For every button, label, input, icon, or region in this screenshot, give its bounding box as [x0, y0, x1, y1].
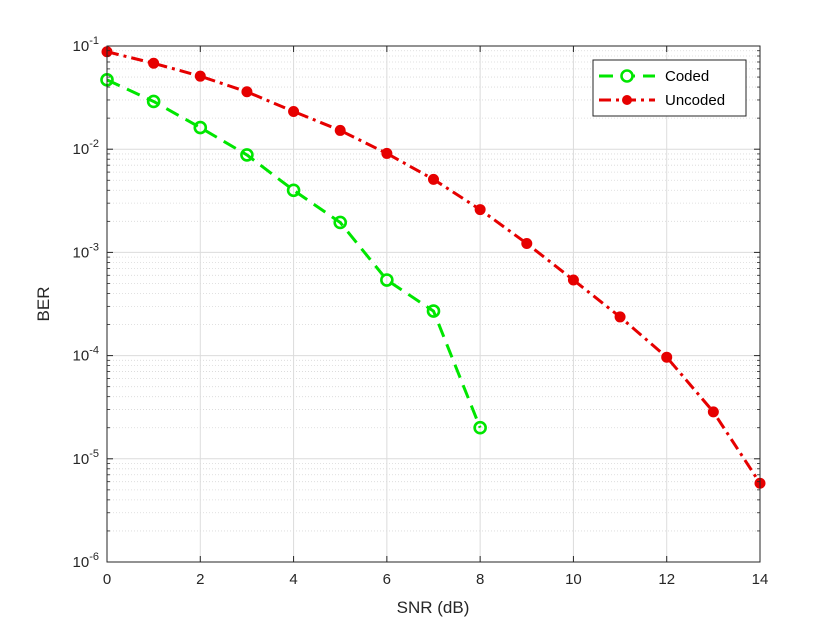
data-point-uncoded: [661, 351, 673, 363]
y-tick-base: 10: [73, 348, 90, 365]
data-point-coded: [286, 183, 301, 198]
y-axis-label: BER: [34, 287, 53, 322]
y-tick-exponent: -5: [89, 448, 99, 460]
x-tick-label: 10: [565, 571, 582, 588]
y-tick-exponent: -4: [89, 345, 99, 357]
legend-item-coded: Coded: [599, 68, 709, 85]
data-point-coded: [380, 273, 394, 287]
data-point-coded: [240, 148, 254, 162]
data-point-uncoded: [428, 173, 439, 185]
data-point-uncoded: [474, 204, 486, 216]
y-tick-base: 10: [73, 554, 90, 571]
data-point-coded: [473, 420, 487, 435]
data-point-coded: [193, 120, 208, 135]
x-tick-label: 12: [658, 571, 675, 588]
y-tick-base: 10: [73, 244, 90, 261]
x-tick-label: 0: [103, 571, 111, 588]
plot-background: [107, 46, 760, 562]
y-tick-exponent: -6: [89, 551, 99, 563]
y-tick-label: 10-1: [73, 35, 99, 55]
data-point-uncoded: [614, 311, 626, 323]
major-grid: [107, 46, 760, 562]
legend: Coded Uncoded: [592, 59, 747, 117]
data-point-coded: [333, 215, 348, 230]
y-tick-label: 10-6: [73, 551, 99, 571]
data-point-uncoded: [148, 57, 160, 69]
series-coded: [100, 73, 487, 435]
x-tick-label: 6: [383, 571, 391, 588]
y-tick-base: 10: [73, 141, 90, 158]
y-tick-label: 10-4: [73, 345, 99, 365]
plot-frame: [106, 45, 761, 563]
legend-swatch-marker: [620, 69, 634, 83]
data-point-uncoded: [288, 105, 300, 117]
minor-grid: [107, 50, 760, 532]
data-point-uncoded: [707, 406, 719, 418]
x-axis-label: SNR (dB): [397, 598, 470, 617]
data-point-uncoded: [194, 70, 206, 82]
y-tick-label: 10-2: [73, 138, 99, 158]
data-point-uncoded: [381, 147, 393, 159]
legend-box: [592, 59, 747, 117]
legend-item-uncoded: Uncoded: [599, 92, 725, 109]
y-tick-label: 10-5: [73, 448, 99, 468]
data-point-coded: [146, 94, 161, 109]
series-line-coded: [106, 78, 482, 429]
data-point-uncoded: [241, 86, 253, 98]
y-tick-exponent: -1: [89, 35, 99, 47]
legend-swatch-marker: [622, 95, 632, 105]
y-tick-base: 10: [73, 451, 90, 468]
series-layer: [100, 46, 766, 489]
legend-label: Coded: [665, 68, 709, 85]
x-tick-label: 14: [752, 571, 769, 588]
y-tick-exponent: -2: [89, 138, 99, 150]
data-point-uncoded: [567, 274, 579, 286]
x-tick-labels: 0 2 4 6 8 10 12 14: [103, 571, 769, 588]
data-point-uncoded: [334, 124, 346, 136]
y-tick-base: 10: [73, 38, 90, 55]
tick-marks: [106, 45, 761, 563]
y-tick-labels: 10-610-510-410-310-210-1: [73, 35, 99, 571]
legend-label: Uncoded: [665, 92, 725, 109]
y-tick-label: 10-3: [73, 241, 99, 261]
x-tick-label: 4: [289, 571, 297, 588]
y-tick-exponent: -3: [89, 241, 99, 253]
x-tick-label: 8: [476, 571, 484, 588]
data-point-coded: [426, 304, 441, 318]
x-tick-label: 2: [196, 571, 204, 588]
series-uncoded: [101, 46, 766, 489]
data-point-uncoded: [521, 237, 533, 249]
